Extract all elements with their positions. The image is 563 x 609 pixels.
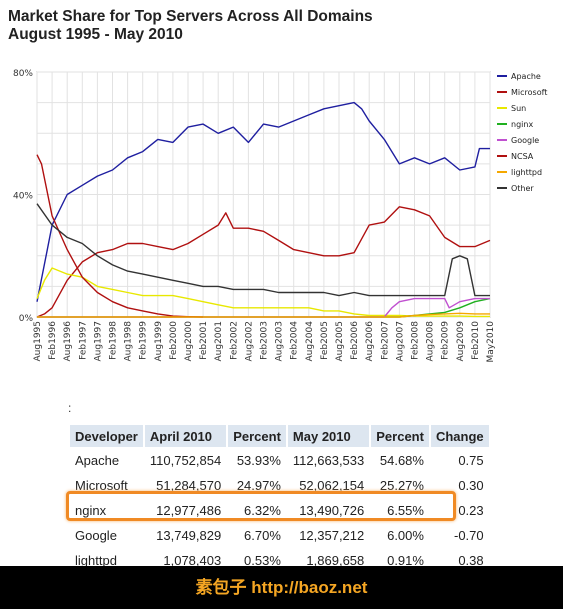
- cell-percent-april: 53.93%: [236, 453, 281, 468]
- header-change: Change: [430, 425, 489, 447]
- cell-change: 0.23: [458, 503, 484, 518]
- cell-developer: Google: [75, 528, 117, 543]
- cell-percent-may: 25.27%: [379, 478, 424, 493]
- cell-percent-april: 6.70%: [244, 528, 281, 543]
- series-line-other: [36, 203, 490, 297]
- x-tick-label: Feb2010: [471, 321, 481, 360]
- cell-change: 0.30: [458, 478, 484, 493]
- x-tick-label: Aug1998: [124, 321, 134, 362]
- cell-may: 13,490,726: [299, 503, 365, 518]
- legend-label: Sun: [511, 104, 526, 113]
- table-caption: :: [68, 401, 72, 415]
- cell-developer: nginx: [75, 503, 107, 518]
- y-tick-label: 40%: [13, 192, 33, 202]
- cell-percent-april: 0.53%: [244, 553, 281, 568]
- y-tick-label: 80%: [13, 69, 33, 79]
- market-share-table: Developer April 2010 Percent May 2010 Pe…: [68, 423, 491, 574]
- x-tick-label: Aug1996: [63, 321, 73, 362]
- legend-label: NCSA: [511, 152, 534, 161]
- x-tick-label: Aug2006: [365, 321, 375, 362]
- table-row: Microsoft 51,284,570 24.97% 52,062,154 2…: [70, 474, 489, 497]
- x-tick-label: Feb2007: [380, 321, 390, 360]
- cell-developer: lighttpd: [75, 553, 117, 568]
- cell-april: 110,752,854: [149, 453, 222, 468]
- x-tick-label: Feb2003: [260, 321, 270, 360]
- cell-percent-may: 54.68%: [379, 453, 424, 468]
- cell-percent-may: 6.00%: [387, 528, 424, 543]
- header-developer: Developer: [70, 425, 143, 447]
- cell-may: 112,663,533: [292, 453, 365, 468]
- cell-percent-april: 6.32%: [244, 503, 281, 518]
- table-header-row: Developer April 2010 Percent May 2010 Pe…: [70, 425, 489, 447]
- table-row: Apache 110,752,854 53.93% 112,663,533 54…: [70, 449, 489, 472]
- watermark-footer: 素包子 http://baoz.net: [0, 566, 563, 609]
- header-april-2010: April 2010: [144, 425, 227, 447]
- market-share-chart: 0% 40% 80% Aug1995 Feb1996 Aug1996 Feb1997 Aug1…: [13, 69, 547, 363]
- legend-label: Microsoft: [511, 88, 547, 97]
- cell-may: 52,062,154: [299, 478, 365, 493]
- x-tick-label: Feb2004: [290, 321, 300, 360]
- x-tick-label: Aug2009: [456, 321, 466, 362]
- cell-april: 1,078,403: [163, 553, 222, 568]
- cell-april: 51,284,570: [156, 478, 222, 493]
- header-may-2010: May 2010: [287, 425, 370, 447]
- table-row: lighttpd 1,078,403 0.53% 1,869,658 0.91%…: [70, 549, 489, 572]
- x-tick-label: Feb2008: [411, 321, 421, 360]
- series-line-apache: [36, 101, 490, 302]
- table-row: Google 13,749,829 6.70% 12,357,212 6.00%…: [70, 524, 489, 547]
- x-tick-label: Aug2004: [305, 321, 315, 362]
- series-line-microsoft: [36, 206, 491, 318]
- cell-percent-may: 6.55%: [387, 503, 424, 518]
- x-tick-label: Feb2005: [320, 321, 330, 360]
- x-tick-label: Aug1995: [33, 321, 43, 361]
- cell-change: 0.38: [458, 553, 484, 568]
- cell-may: 1,869,658: [306, 553, 365, 568]
- header-percent-april: Percent: [228, 425, 286, 447]
- chart-title-line1: Market Share for Top Servers Across All …: [8, 8, 373, 25]
- x-tick-label: Feb2006: [350, 321, 360, 360]
- x-tick-label: Feb2001: [199, 321, 209, 360]
- header-percent-may: Percent: [371, 425, 429, 447]
- cell-may: 12,357,212: [299, 528, 365, 543]
- legend-label: nginx: [511, 120, 533, 129]
- x-tick-label: Feb2002: [229, 321, 239, 360]
- cell-percent-may: 0.91%: [387, 553, 424, 568]
- x-tick-label: Aug2005: [335, 321, 345, 361]
- x-tick-label: Feb2000: [169, 321, 179, 360]
- legend-label: Apache: [511, 72, 541, 81]
- x-tick-label: Feb2009: [441, 321, 451, 360]
- x-tick-label: Aug1997: [93, 321, 103, 361]
- x-tick-label: Aug2003: [275, 321, 285, 361]
- x-tick-label: Aug2001: [214, 321, 224, 361]
- cell-april: 12,977,486: [156, 503, 222, 518]
- series-line-ncsa: [36, 154, 204, 318]
- y-tick-label: 0%: [19, 314, 34, 324]
- x-tick-label: Aug2000: [184, 321, 194, 362]
- chart-title-line2: August 1995 - May 2010: [8, 26, 183, 43]
- cell-percent-april: 24.97%: [236, 478, 281, 493]
- cell-developer: Apache: [75, 453, 120, 468]
- x-tick-label: Aug2002: [244, 321, 254, 361]
- x-tick-label: Aug2008: [426, 321, 436, 362]
- x-tick-label: May2010: [486, 321, 496, 363]
- x-tick-label: Aug1999: [154, 321, 164, 362]
- series-line-lighttpd: [37, 312, 490, 318]
- x-tick-label: Aug2007: [395, 321, 405, 361]
- cell-change: 0.75: [458, 453, 484, 468]
- legend-label: Google: [511, 136, 539, 145]
- cell-change: -0.70: [454, 528, 484, 543]
- x-tick-label: Feb1997: [78, 321, 88, 360]
- cell-developer: Microsoft: [75, 478, 128, 493]
- x-tick-label: Feb1996: [48, 321, 58, 360]
- x-tick-label: Feb1998: [109, 321, 119, 360]
- chart-title: Market Share for Top Servers Across All …: [8, 8, 373, 44]
- table-row: nginx 12,977,486 6.32% 13,490,726 6.55% …: [70, 499, 489, 522]
- legend-label: Other: [511, 184, 534, 193]
- cell-april: 13,749,829: [156, 528, 222, 543]
- nginx-row-highlight: [66, 491, 456, 521]
- legend-label: lighttpd: [511, 168, 542, 177]
- x-tick-label: Feb1999: [139, 321, 149, 360]
